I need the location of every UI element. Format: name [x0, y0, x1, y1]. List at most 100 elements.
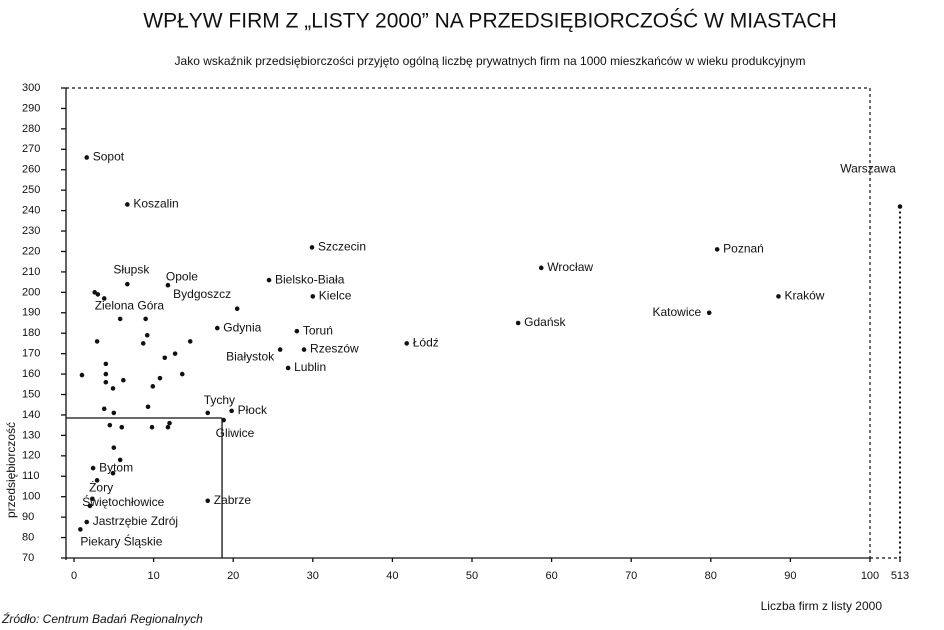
y-tick-label: 240 — [22, 205, 40, 217]
point — [111, 445, 117, 450]
point — [167, 420, 172, 426]
x-tick-label: 80 — [705, 570, 717, 582]
point — [84, 519, 90, 525]
point — [117, 457, 123, 463]
y-tick-label: 290 — [22, 102, 40, 114]
point-label: Opole — [166, 269, 198, 283]
y-tick-label: 180 — [22, 327, 40, 339]
point — [179, 371, 185, 377]
y-tick-label: 120 — [22, 450, 40, 462]
y-tick-label: 130 — [22, 429, 40, 441]
x-tick-label: 513 — [891, 570, 909, 582]
point — [101, 406, 107, 412]
x-tick-label: 90 — [784, 570, 796, 582]
point — [79, 372, 85, 378]
point — [538, 265, 544, 271]
point-label: Kraków — [784, 289, 824, 303]
point — [121, 377, 126, 383]
y-tick-label: 230 — [22, 225, 40, 237]
point-label: Bydgoszcz — [173, 287, 231, 301]
point-label: Wrocław — [547, 260, 593, 274]
point — [78, 527, 83, 532]
y-tick-label: 70 — [22, 552, 34, 564]
point-label: Piekary Śląskie — [80, 534, 162, 549]
point-label: Słupsk — [113, 262, 150, 276]
point — [221, 417, 226, 423]
point — [157, 375, 163, 381]
point — [515, 320, 521, 326]
x-tick-label: 50 — [466, 570, 478, 582]
point-label: Lublin — [294, 360, 326, 374]
point-label: Białystok — [226, 350, 275, 364]
x-tick-label: 60 — [545, 570, 557, 582]
y-tick-label: 210 — [22, 266, 40, 278]
point-label: Toruń — [303, 323, 333, 337]
point — [162, 355, 168, 361]
x-tick-label: 100 — [861, 570, 879, 582]
point-label: Szczecin — [318, 240, 366, 254]
point-label: Zielona Góra — [95, 299, 165, 313]
point — [205, 410, 211, 416]
chart-title: WPŁYW FIRM Z „LISTY 2000” NA PRZEDSIĘBIO… — [143, 9, 836, 33]
point — [119, 424, 125, 430]
point-label: Poznań — [723, 242, 764, 256]
point — [214, 325, 220, 331]
point — [277, 347, 283, 352]
point — [165, 424, 171, 430]
point — [103, 371, 109, 377]
point — [140, 341, 146, 346]
y-tick-label: 250 — [22, 184, 40, 196]
point — [103, 361, 109, 367]
x-tick-label: 40 — [386, 570, 398, 582]
point-label: Żory — [89, 481, 113, 495]
point — [285, 365, 291, 371]
x-tick-label: 20 — [227, 570, 239, 582]
point — [143, 316, 148, 322]
y-tick-label: 300 — [22, 82, 40, 94]
point — [897, 204, 903, 209]
point-label: Zabrze — [214, 493, 252, 507]
point — [266, 277, 272, 283]
y-tick-label: 190 — [22, 307, 40, 319]
y-tick-label: 80 — [22, 531, 34, 543]
point — [110, 386, 116, 391]
point — [165, 282, 171, 288]
point-label: Jastrzębie Zdrój — [93, 514, 178, 528]
point — [187, 339, 193, 344]
point-label: Gdańsk — [524, 315, 566, 329]
point — [94, 339, 100, 344]
point-label: Bytom — [99, 460, 133, 474]
point — [404, 341, 410, 346]
point — [714, 247, 720, 252]
point — [94, 478, 100, 483]
point-label: Rzeszów — [310, 342, 359, 356]
point — [111, 410, 117, 416]
x-tick-label: 30 — [307, 570, 319, 582]
y-tick-label: 200 — [22, 286, 40, 298]
x-tick-label: 70 — [625, 570, 637, 582]
y-axis-label: przedsiębiorczość — [4, 422, 18, 518]
y-tick-label: 260 — [22, 164, 40, 176]
point-label: Koszalin — [133, 197, 178, 211]
point — [95, 292, 101, 297]
y-tick-label: 90 — [22, 511, 34, 523]
point — [144, 332, 150, 338]
y-tick-label: 100 — [22, 491, 40, 503]
point — [294, 328, 300, 334]
point-label: Sopot — [93, 150, 125, 164]
point — [145, 404, 151, 410]
point — [301, 347, 307, 352]
point — [150, 384, 156, 389]
chart-subtitle: Jako wskaźnik przedsiębiorczości przyjęt… — [175, 54, 806, 68]
y-tick-label: 140 — [22, 409, 40, 421]
y-tick-label: 150 — [22, 388, 40, 400]
point — [125, 202, 130, 207]
point-label: Katowice — [653, 305, 702, 319]
x-tick-label: 10 — [147, 570, 159, 582]
source: Źródło: Centrum Badań Regionalnych — [1, 611, 203, 626]
x-tick-label: 0 — [71, 570, 77, 582]
point-label: Warszawa — [840, 162, 896, 176]
y-tick-label: 220 — [22, 245, 40, 257]
point — [107, 422, 113, 428]
